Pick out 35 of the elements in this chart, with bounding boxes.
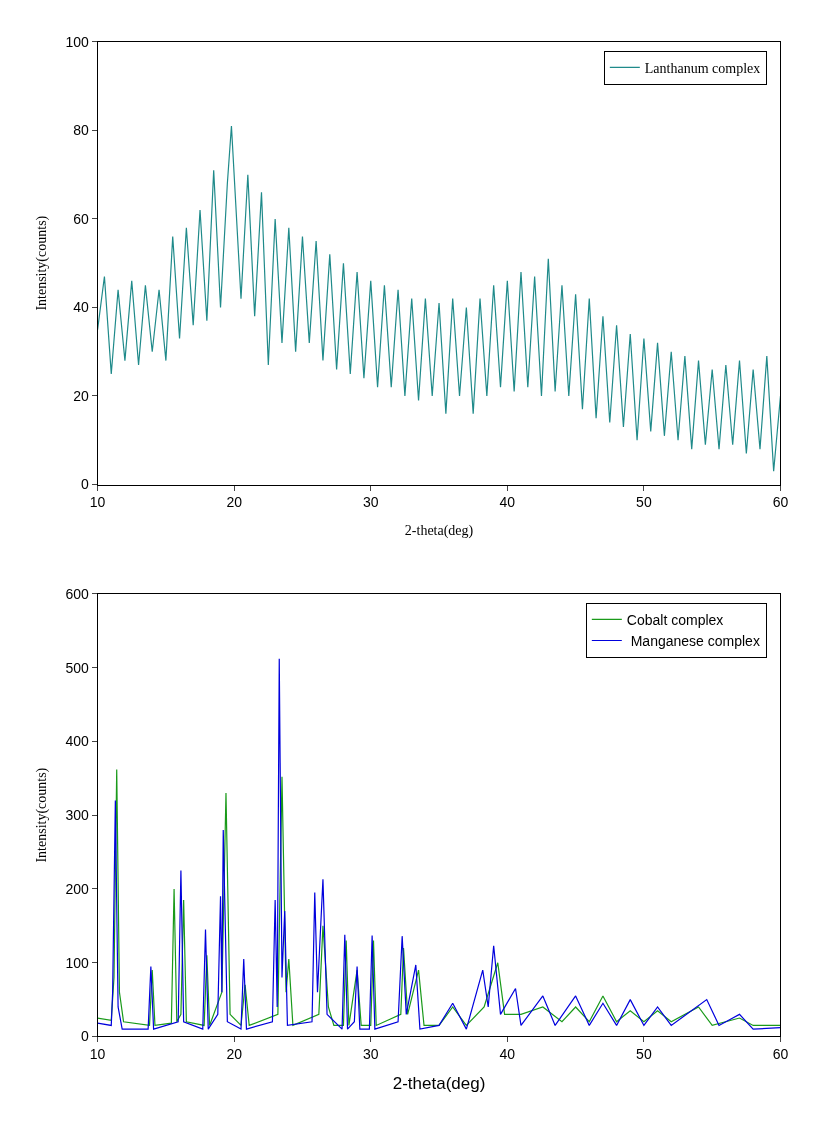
y-tick-label: 20 — [73, 387, 90, 404]
y-tick-label: 80 — [73, 122, 90, 139]
x-tick-label: 10 — [89, 1046, 106, 1063]
legend-label: Lanthanum complex — [644, 60, 761, 76]
y-tick-label: 400 — [65, 733, 90, 750]
y-tick-label: 60 — [73, 210, 90, 227]
x-tick-label: 30 — [362, 1046, 379, 1063]
y-tick-label: 600 — [65, 585, 90, 602]
y-tick-label: 0 — [81, 1028, 89, 1045]
y-tick-label: 0 — [81, 476, 89, 493]
y-tick-label: 100 — [65, 954, 90, 971]
y-axis-title: Intensity(counts) — [34, 767, 51, 863]
line-series — [97, 658, 781, 1030]
x-axis-title: 2-theta(deg) — [404, 522, 474, 539]
x-tick-label: 20 — [226, 494, 243, 511]
x-tick-label: 30 — [362, 494, 379, 511]
x-tick-label: 60 — [772, 1046, 789, 1063]
x-tick-label: 10 — [89, 494, 106, 511]
legend-label: Manganese complex — [626, 632, 760, 649]
x-tick-label: 20 — [226, 1046, 243, 1063]
x-axis-title: 2-theta(deg) — [392, 1073, 486, 1093]
y-axis-title: Intensity(counts) — [34, 215, 51, 311]
x-tick-label: 40 — [499, 494, 516, 511]
x-tick-label: 40 — [499, 1046, 516, 1063]
line-series — [97, 125, 781, 472]
y-tick-label: 300 — [65, 807, 90, 824]
y-tick-label: 500 — [65, 659, 90, 676]
x-tick-label: 50 — [636, 494, 652, 511]
x-tick-label: 60 — [772, 494, 789, 511]
y-tick-label: 200 — [65, 880, 90, 897]
y-tick-label: 40 — [73, 299, 90, 316]
y-tick-label: 100 — [65, 33, 90, 50]
line-series — [97, 768, 781, 1027]
x-tick-label: 50 — [636, 1046, 652, 1063]
legend-label: Cobalt complex — [626, 611, 724, 628]
